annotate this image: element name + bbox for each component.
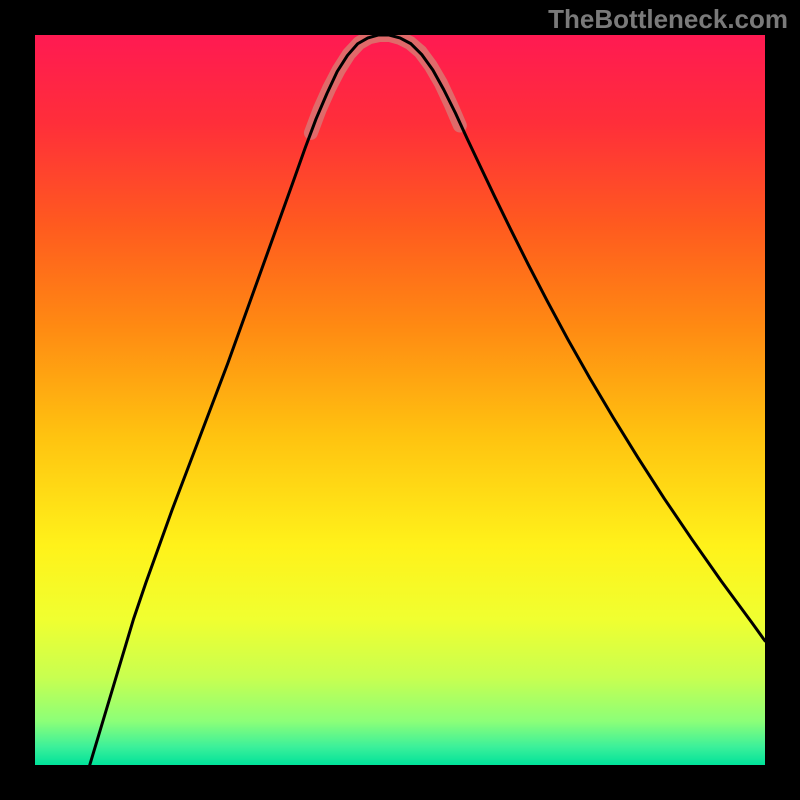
watermark-text: TheBottleneck.com — [548, 4, 788, 35]
chart-frame: TheBottleneck.com — [0, 0, 800, 800]
plot-svg — [35, 35, 765, 765]
gradient-background — [35, 35, 765, 765]
plot-area — [35, 35, 765, 765]
